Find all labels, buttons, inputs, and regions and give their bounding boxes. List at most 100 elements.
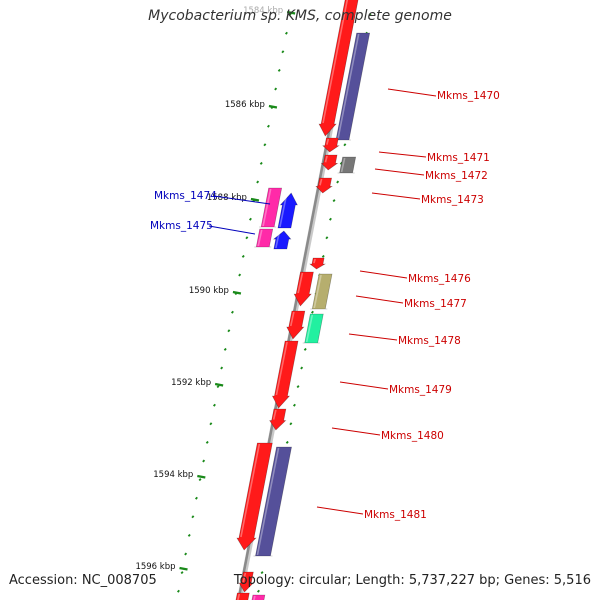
accession-text: Accession: NC_008705	[9, 573, 157, 588]
axis-tick-dot	[256, 589, 260, 593]
gene-mkms-1474-partner[interactable]	[277, 192, 298, 229]
axis-tick-dot	[285, 440, 289, 444]
label-leader-mkms-1479	[339, 381, 389, 390]
axis-tick-dot	[227, 329, 231, 333]
gene-label-mkms-1476[interactable]: Mkms_1476	[408, 273, 471, 285]
gene-mkms-1476[interactable]	[309, 257, 327, 270]
axis-major-tick	[214, 382, 224, 387]
axis-tick-dot	[191, 515, 195, 519]
gene-mkms-1475[interactable]	[254, 228, 274, 248]
axis-major-tick	[250, 197, 260, 202]
axis-tick-dot	[289, 422, 293, 426]
gene-mkms-1480[interactable]	[269, 408, 287, 431]
axis-tick-dot	[277, 68, 281, 72]
gene-mkms-1481-partner[interactable]	[253, 446, 292, 557]
label-leader-mkms-1472	[374, 168, 425, 176]
axis-major-tick	[286, 10, 296, 15]
gene-mkms-1477-partner[interactable]	[310, 273, 333, 310]
gene-mkms-1478-partner[interactable]	[302, 313, 324, 344]
axis-major-tick	[232, 290, 242, 295]
axis-tick-dot	[321, 254, 325, 258]
axis-tick-dot	[328, 217, 332, 221]
axis-tick-dot	[263, 143, 267, 147]
gene-label-mkms-1479[interactable]: Mkms_1479	[389, 384, 452, 396]
label-leader-mkms-1480	[331, 427, 381, 436]
axis-tick-label: 1594 kbp	[153, 470, 193, 480]
axis-tick-dot	[260, 571, 264, 575]
axis-tick-dot	[187, 533, 191, 537]
gene-label-mkms-1478[interactable]: Mkms_1478	[398, 335, 461, 347]
gene-mkms-1478[interactable]	[286, 310, 306, 340]
axis-tick-dot	[368, 13, 372, 17]
gene-label-mkms-1477[interactable]: Mkms_1477	[404, 298, 467, 310]
axis-tick-dot	[184, 552, 188, 556]
gene-mkms-1481[interactable]	[236, 442, 273, 551]
axis-tick-dot	[220, 366, 224, 370]
axis-tick-label: 1586 kbp	[225, 100, 265, 110]
gene-labels: Mkms_1470 Mkms_1471 Mkms_1472 Mkms_1473 Mkms…	[150, 88, 500, 521]
label-leader-mkms-1476	[359, 270, 408, 279]
gene-label-mkms-1470[interactable]: Mkms_1470	[437, 90, 500, 102]
axis-tick-dot	[209, 422, 213, 426]
genome-summary-text: Topology: circular; Length: 5,737,227 bp…	[233, 573, 591, 588]
axis-tick-dot	[296, 385, 300, 389]
label-leader-mkms-1477	[355, 295, 404, 304]
label-leader-mkms-1473	[371, 192, 421, 200]
gene-label-mkms-1480[interactable]: Mkms_1480	[381, 430, 444, 442]
axis-tick-dot	[284, 31, 288, 35]
gene-label-mkms-1474[interactable]: Mkms_1474	[154, 190, 217, 202]
gene-mkms-1470[interactable]	[318, 0, 359, 137]
gene-extra-bottom-3[interactable]	[248, 594, 266, 605]
axis-tick-dot	[336, 180, 340, 184]
gene-mkms-1475-partner[interactable]	[272, 230, 292, 250]
axis-tick-dot	[343, 143, 347, 147]
gene-label-mkms-1475[interactable]: Mkms_1475	[150, 220, 213, 232]
axis-tick-dot	[216, 385, 220, 389]
gene-label-mkms-1481[interactable]: Mkms_1481	[364, 509, 427, 521]
axis-tick-dot	[238, 273, 242, 277]
axis-tick-dot	[194, 496, 198, 500]
axis-tick-dot	[205, 440, 209, 444]
gene-label-mkms-1473[interactable]: Mkms_1473	[421, 194, 484, 206]
axis-tick-dot	[300, 366, 304, 370]
axis-tick-dot	[256, 180, 260, 184]
axis-tick-dot	[303, 347, 307, 351]
axis-tick-dot	[332, 199, 336, 203]
gene-mkms-1479[interactable]	[271, 340, 299, 409]
label-leader-mkms-1470	[387, 88, 437, 97]
gene-mkms-1473[interactable]	[315, 177, 333, 194]
axis-major-tick	[197, 474, 206, 479]
axis-tick-dot	[180, 571, 184, 575]
label-leader-mkms-1474	[213, 195, 271, 205]
axis-tick-dot	[292, 403, 296, 407]
axis-tick-dot	[259, 161, 263, 165]
axis-tick-dot	[198, 478, 202, 482]
page-title: Mycobacterium sp. KMS, complete genome	[148, 8, 452, 24]
gene-extra-bottom[interactable]	[238, 571, 254, 593]
axis-tick-dot	[176, 589, 180, 593]
label-leader-mkms-1481	[316, 506, 364, 515]
gene-mkms-1472[interactable]	[337, 156, 357, 174]
axis-tick-label: 1584 kbp	[243, 6, 283, 16]
axis-tick-dot	[241, 254, 245, 258]
gene-label-mkms-1472[interactable]: Mkms_1472	[425, 170, 488, 182]
gene-mkms-1471[interactable]	[322, 137, 340, 153]
gene-label-mkms-1471[interactable]: Mkms_1471	[427, 152, 490, 164]
gene-extra-bottom-2[interactable]	[232, 592, 250, 605]
label-leader-mkms-1475	[208, 225, 256, 235]
axis-tick-dot	[325, 236, 329, 240]
axis-tick-dot	[212, 403, 216, 407]
gene-mkms-1477[interactable]	[293, 271, 314, 307]
axis-major-tick	[268, 104, 278, 109]
axis-tick-dot	[274, 87, 278, 91]
axis-major-tick	[179, 566, 188, 571]
label-leader-mkms-1471	[378, 151, 427, 158]
axis-tick-dot	[266, 124, 270, 128]
axis-tick-dot	[248, 217, 252, 221]
gene-mkms-1474[interactable]	[259, 187, 283, 228]
gene-mkms-1471-partner[interactable]	[320, 154, 339, 171]
axis-tick-dot	[288, 13, 292, 17]
axis-tick-label: 1592 kbp	[171, 378, 211, 388]
